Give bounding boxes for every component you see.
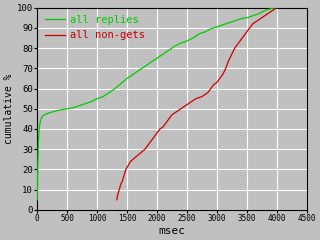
all replies — [35, 198, 39, 201]
all non-gets — [269, 10, 273, 13]
all non-gets — [188, 101, 192, 104]
all replies — [77, 104, 81, 107]
all replies — [155, 57, 159, 60]
all non-gets — [254, 20, 258, 23]
Line: all non-gets: all non-gets — [117, 8, 277, 200]
all non-gets — [127, 162, 131, 165]
all replies — [251, 14, 255, 17]
all non-gets — [115, 198, 119, 201]
all non-gets — [275, 6, 279, 9]
all replies — [275, 6, 279, 9]
all replies — [167, 49, 171, 52]
all replies — [36, 140, 40, 143]
all non-gets — [191, 99, 195, 102]
Y-axis label: cumulative %: cumulative % — [4, 73, 14, 144]
Legend: all replies, all non-gets: all replies, all non-gets — [43, 13, 147, 42]
Line: all replies: all replies — [37, 8, 277, 200]
X-axis label: msec: msec — [158, 226, 185, 236]
all replies — [113, 87, 117, 90]
all non-gets — [126, 164, 130, 167]
